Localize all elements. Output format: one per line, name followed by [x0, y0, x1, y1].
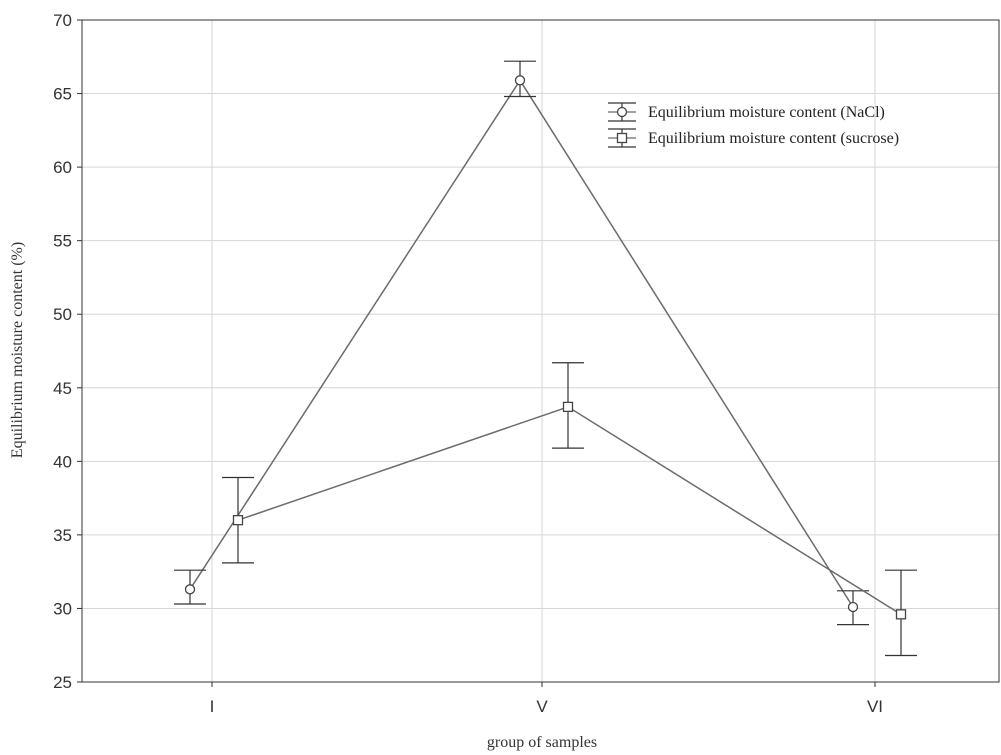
legend-entry: Equilibrium moisture content (sucrose) — [608, 129, 899, 147]
y-tick-label: 25 — [53, 673, 72, 692]
legend-label: Equilibrium moisture content (sucrose) — [648, 130, 899, 147]
x-tick-labels: I V VI — [210, 697, 883, 716]
data-point — [186, 585, 195, 594]
series — [174, 61, 917, 655]
data-point — [849, 602, 858, 611]
legend-label: Equilibrium moisture content (NaCl) — [648, 104, 885, 121]
data-point — [897, 610, 906, 619]
x-tick-label: I — [210, 697, 215, 716]
series-sucrose — [222, 363, 917, 656]
legend: Equilibrium moisture content (NaCl) Equil… — [608, 103, 899, 147]
legend-marker — [618, 108, 627, 117]
legend-entry: Equilibrium moisture content (NaCl) — [608, 103, 885, 121]
y-tick-label: 50 — [53, 305, 72, 324]
x-tick-label: VI — [867, 697, 883, 716]
y-tick-label: 55 — [53, 232, 72, 251]
y-tick-label: 65 — [53, 85, 72, 104]
series-line — [190, 80, 853, 607]
y-tick-label: 60 — [53, 158, 72, 177]
data-point — [516, 76, 525, 85]
y-tick-label: 70 — [53, 11, 72, 30]
data-point — [564, 402, 573, 411]
data-point — [234, 516, 243, 525]
y-tick-label: 45 — [53, 379, 72, 398]
y-tick-label: 30 — [53, 599, 72, 618]
y-tick-labels: 25 30 35 40 45 50 55 60 65 70 — [53, 11, 72, 692]
x-tick-label: V — [536, 697, 548, 716]
series-line — [238, 407, 901, 614]
legend-marker — [618, 134, 627, 143]
y-tick-label: 35 — [53, 526, 72, 545]
x-axis-title: group of samples — [487, 734, 597, 751]
y-axis-title: Equilibrium moisture content (%) — [9, 242, 26, 458]
y-tick-label: 40 — [53, 452, 72, 471]
